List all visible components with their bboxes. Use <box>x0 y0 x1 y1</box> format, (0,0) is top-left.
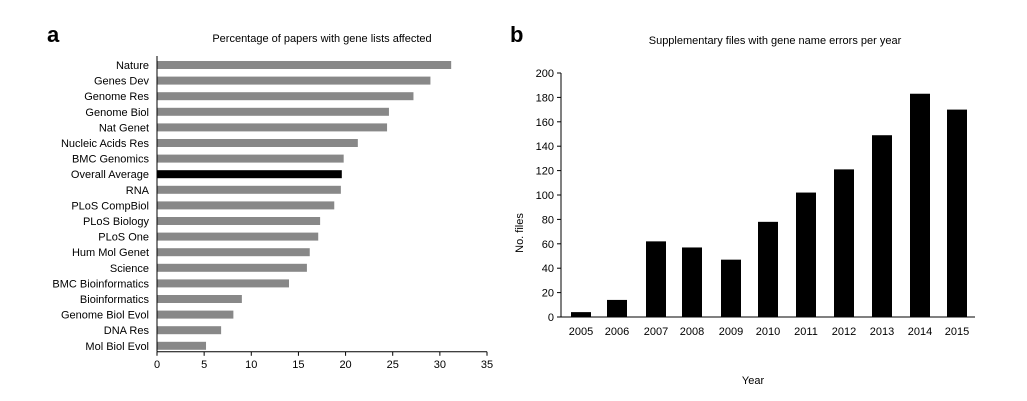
category-label-plos-compbiol: PLoS CompBiol <box>71 200 149 212</box>
category-label-genome-biol: Genome Biol <box>85 107 149 119</box>
category-label-nat-genet: Nat Genet <box>99 122 149 134</box>
year-label-2012: 2012 <box>832 326 856 338</box>
chart-b-x-axis-label: Year <box>742 375 765 387</box>
bar-bmc-bioinformatics <box>157 279 289 288</box>
chart-a-x-tick-label: 5 <box>201 359 207 371</box>
category-label-overall-average: Overall Average <box>71 169 149 181</box>
year-label-2014: 2014 <box>908 326 932 338</box>
category-label-bmc-genomics: BMC Genomics <box>72 154 150 166</box>
bar-2005 <box>571 312 591 317</box>
category-label-mol-biol-evol: Mol Biol Evol <box>85 341 149 353</box>
year-label-2013: 2013 <box>870 326 894 338</box>
bar-2015 <box>947 109 967 317</box>
year-label-2008: 2008 <box>680 326 704 338</box>
panel-b-label: b <box>510 22 524 47</box>
category-label-nature: Nature <box>116 60 149 72</box>
chart-b-y-tick-label: 40 <box>542 263 554 275</box>
category-label-rna: RNA <box>126 185 150 197</box>
panel-a-label: a <box>47 22 60 47</box>
bar-genes-dev <box>157 76 431 85</box>
bar-hum-mol-genet <box>157 248 310 257</box>
chart-a-x-tick-label: 20 <box>339 359 351 371</box>
bar-nature <box>157 61 452 69</box>
bar-2012 <box>834 169 854 317</box>
category-label-bioinformatics: Bioinformatics <box>80 294 150 306</box>
chart-b-y-tick-label: 160 <box>536 117 554 129</box>
category-label-genome-res: Genome Res <box>84 91 149 103</box>
chart-b-y-tick-label: 120 <box>536 166 554 178</box>
year-label-2006: 2006 <box>605 326 629 338</box>
bar-bmc-genomics <box>157 154 344 163</box>
bar-2006 <box>607 299 627 317</box>
bar-2007 <box>646 241 666 317</box>
bar-mol-biol-evol <box>157 341 207 350</box>
chart-a-x-tick-label: 30 <box>434 359 446 371</box>
bar-plos-biology <box>157 217 321 225</box>
year-label-2009: 2009 <box>719 326 743 338</box>
year-label-2015: 2015 <box>945 326 969 338</box>
chart-a-x-tick-label: 35 <box>481 359 493 371</box>
bar-rna <box>157 185 341 194</box>
bar-overall-average <box>157 170 342 179</box>
year-label-2005: 2005 <box>569 326 593 338</box>
category-label-plos-biology: PLoS Biology <box>83 216 150 228</box>
bar-genome-res <box>157 92 414 101</box>
bar-dna-res <box>157 326 222 335</box>
year-label-2007: 2007 <box>644 326 668 338</box>
chart-b-y-tick-label: 60 <box>542 239 554 251</box>
chart-a-title: Percentage of papers with gene lists aff… <box>212 33 431 45</box>
category-label-hum-mol-genet: Hum Mol Genet <box>72 247 149 259</box>
year-label-2011: 2011 <box>794 326 818 338</box>
chart-a-x-tick-label: 15 <box>292 359 304 371</box>
category-label-genes-dev: Genes Dev <box>94 76 150 88</box>
chart-a-x-tick-label: 25 <box>387 359 399 371</box>
chart-a-x-tick-label: 10 <box>245 359 257 371</box>
category-label-nucleic-acids-res: Nucleic Acids Res <box>61 138 150 150</box>
bar-plos-compbiol <box>157 201 335 210</box>
chart-a-x-tick-label: 0 <box>154 359 160 371</box>
chart-b-y-tick-label: 80 <box>542 214 554 226</box>
chart-b-y-tick-label: 200 <box>536 68 554 80</box>
chart-b-y-tick-label: 0 <box>548 312 554 324</box>
bar-nucleic-acids-res <box>157 139 358 147</box>
bar-genome-biol-evol <box>157 310 234 319</box>
chart-b-y-tick-label: 140 <box>536 141 554 153</box>
category-label-genome-biol-evol: Genome Biol Evol <box>61 310 149 322</box>
chart-b-y-axis-label: No. files <box>514 213 526 253</box>
bar-genome-biol <box>157 107 389 116</box>
chart-b-title: Supplementary files with gene name error… <box>649 35 902 47</box>
bar-2011 <box>796 192 816 317</box>
bar-nat-genet <box>157 123 388 132</box>
bar-2013 <box>872 135 892 317</box>
bar-2014 <box>910 93 930 318</box>
category-label-science: Science <box>110 263 149 275</box>
bar-2008 <box>682 247 702 317</box>
chart-b-y-tick-label: 100 <box>536 190 554 202</box>
chart-b-y-tick-label: 20 <box>542 288 554 300</box>
category-label-dna-res: DNA Res <box>104 325 150 337</box>
category-label-bmc-bioinformatics: BMC Bioinformatics <box>52 278 149 290</box>
year-label-2010: 2010 <box>756 326 780 338</box>
bar-2009 <box>721 259 741 317</box>
bar-2010 <box>758 221 778 317</box>
category-label-plos-one: PLoS One <box>98 232 149 244</box>
chart-b-y-tick-label: 180 <box>536 92 554 104</box>
bar-plos-one <box>157 232 319 241</box>
bar-science <box>157 263 307 272</box>
bar-bioinformatics <box>157 295 242 303</box>
